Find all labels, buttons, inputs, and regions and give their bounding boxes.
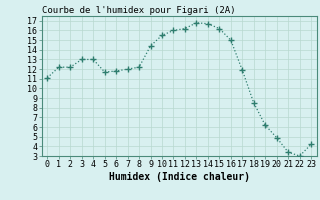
X-axis label: Humidex (Indice chaleur): Humidex (Indice chaleur) <box>109 172 250 182</box>
Text: Courbe de l'humidex pour Figari (2A): Courbe de l'humidex pour Figari (2A) <box>42 6 235 15</box>
